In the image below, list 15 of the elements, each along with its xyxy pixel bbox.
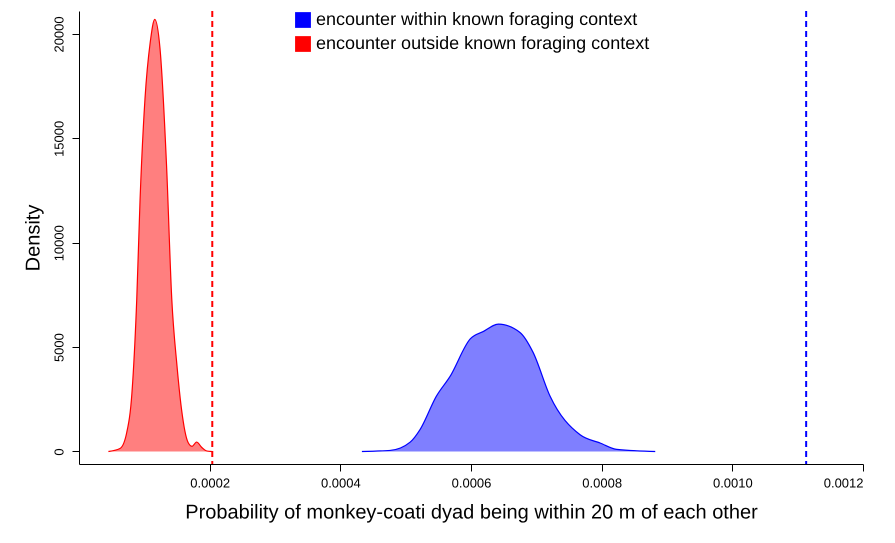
x-tick-label: 0.0006 bbox=[452, 476, 492, 490]
x-tick-label: 0.0002 bbox=[190, 476, 230, 490]
x-axis-title: Probability of monkey-coati dyad being within 20 m of each other bbox=[185, 502, 758, 524]
x-tick-label: 0.0010 bbox=[712, 476, 753, 490]
y-tick-label: 5000 bbox=[52, 333, 66, 362]
y-tick-label: 0 bbox=[52, 448, 66, 456]
x-tick-label: 0.0012 bbox=[824, 476, 864, 490]
y-tick-label: 20000 bbox=[52, 16, 66, 53]
x-tick-label: 0.0008 bbox=[582, 476, 622, 490]
y-tick-label: 15000 bbox=[52, 120, 66, 157]
x-tick-label: 0.0004 bbox=[320, 476, 361, 490]
y-axis-title: Density bbox=[22, 204, 44, 272]
y-tick-label: 10000 bbox=[52, 225, 66, 262]
legend-label: encounter outside known foraging context bbox=[316, 33, 650, 53]
legend-label: encounter within known foraging context bbox=[316, 9, 638, 29]
